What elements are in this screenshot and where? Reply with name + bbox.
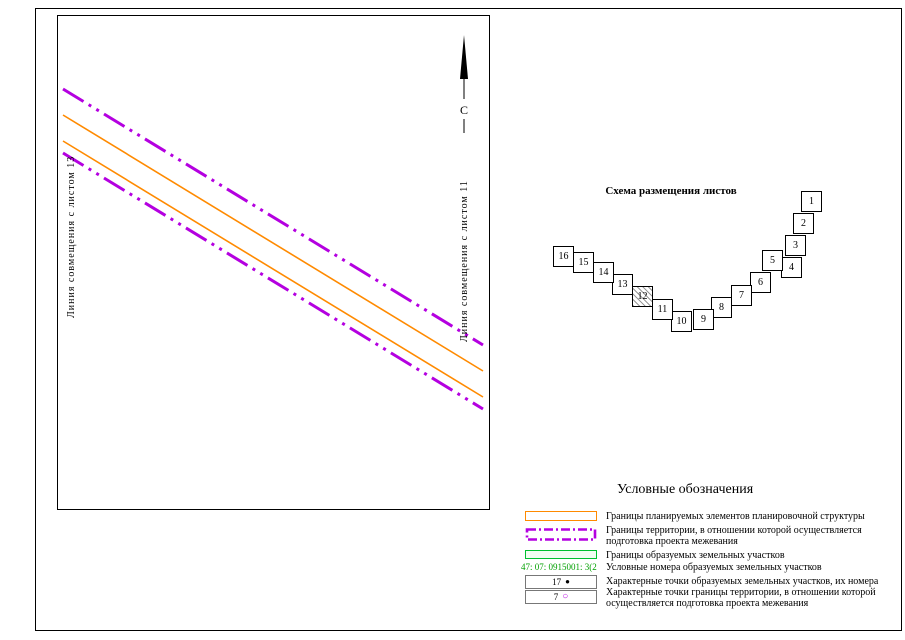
sheet-cell-3: 3 [785, 235, 806, 256]
sheet-cell-9: 9 [693, 309, 714, 330]
territory-boundary-line-bottom [62, 151, 484, 411]
sheet-cell-4: 4 [781, 257, 802, 278]
map-frame [57, 15, 490, 510]
open-circle-icon: ○ [562, 591, 569, 602]
legend-label-planning-boundary: Границы планируемых элементов планировоч… [606, 511, 865, 522]
sheet-cell-15: 15 [573, 252, 594, 273]
sheet-cell-5: 5 [762, 250, 783, 271]
north-arrow-icon [460, 35, 468, 79]
sheet-cell-7: 7 [731, 285, 752, 306]
legend-symbol-planning-boundary [525, 511, 597, 521]
sheet-cell-6: 6 [750, 272, 771, 293]
match-line-label-sheet-11: Линия совмещения с листом 11 [459, 180, 470, 342]
sheet-cell-12: 12 [632, 286, 653, 307]
legend-symbol-territory-point: 7 ○ [525, 590, 597, 604]
legend-symbol-parcel-boundary [525, 550, 597, 559]
legend-title: Условные обозначения [617, 482, 754, 497]
sheet-cell-10: 10 [671, 311, 692, 332]
map-canvas: С [62, 35, 484, 411]
legend-label-parcel-point: Характерные точки образуемых земельных у… [606, 576, 879, 587]
sheet-cell-11: 11 [652, 299, 673, 320]
parcel-point-number: 17 [552, 577, 562, 587]
sheet-outer-border [35, 8, 902, 631]
legend-label-cadastral-number: Условные номера образуемых земельных уча… [606, 562, 822, 573]
territory-boundary-sample [525, 528, 597, 541]
filled-dot-icon: ● [565, 577, 570, 586]
territory-point-number: 7 [553, 592, 559, 602]
legend-symbol-parcel-point: 17 ● [525, 575, 597, 589]
north-label: С [460, 103, 468, 117]
sheet-cell-1: 1 [801, 191, 822, 212]
legend-label-parcel-boundary: Границы образуемых земельных участков [606, 550, 785, 561]
legend-label-territory-boundary: Границы территории, в отношении которой … [606, 525, 862, 547]
planning-element-line-2 [62, 140, 484, 398]
legend-symbol-territory-boundary [525, 528, 597, 541]
sheet-cell-2: 2 [793, 213, 814, 234]
legend-label-territory-point: Характерные точки границы территории, в … [606, 587, 876, 609]
sheet-cell-13: 13 [612, 274, 633, 295]
sheet-scheme-title: Схема размещения листов [605, 185, 737, 197]
planning-element-line-1 [62, 114, 484, 372]
legend-symbol-cadastral-number: 47: 07: 0915001: 3(2 [521, 562, 597, 572]
sheet-cell-8: 8 [711, 297, 732, 318]
territory-boundary-line-top [62, 87, 484, 347]
match-line-label-sheet-13: Линия совмещения с листом 13 [66, 155, 77, 318]
sheet-cell-16: 16 [553, 246, 574, 267]
sheet-cell-14: 14 [593, 262, 614, 283]
